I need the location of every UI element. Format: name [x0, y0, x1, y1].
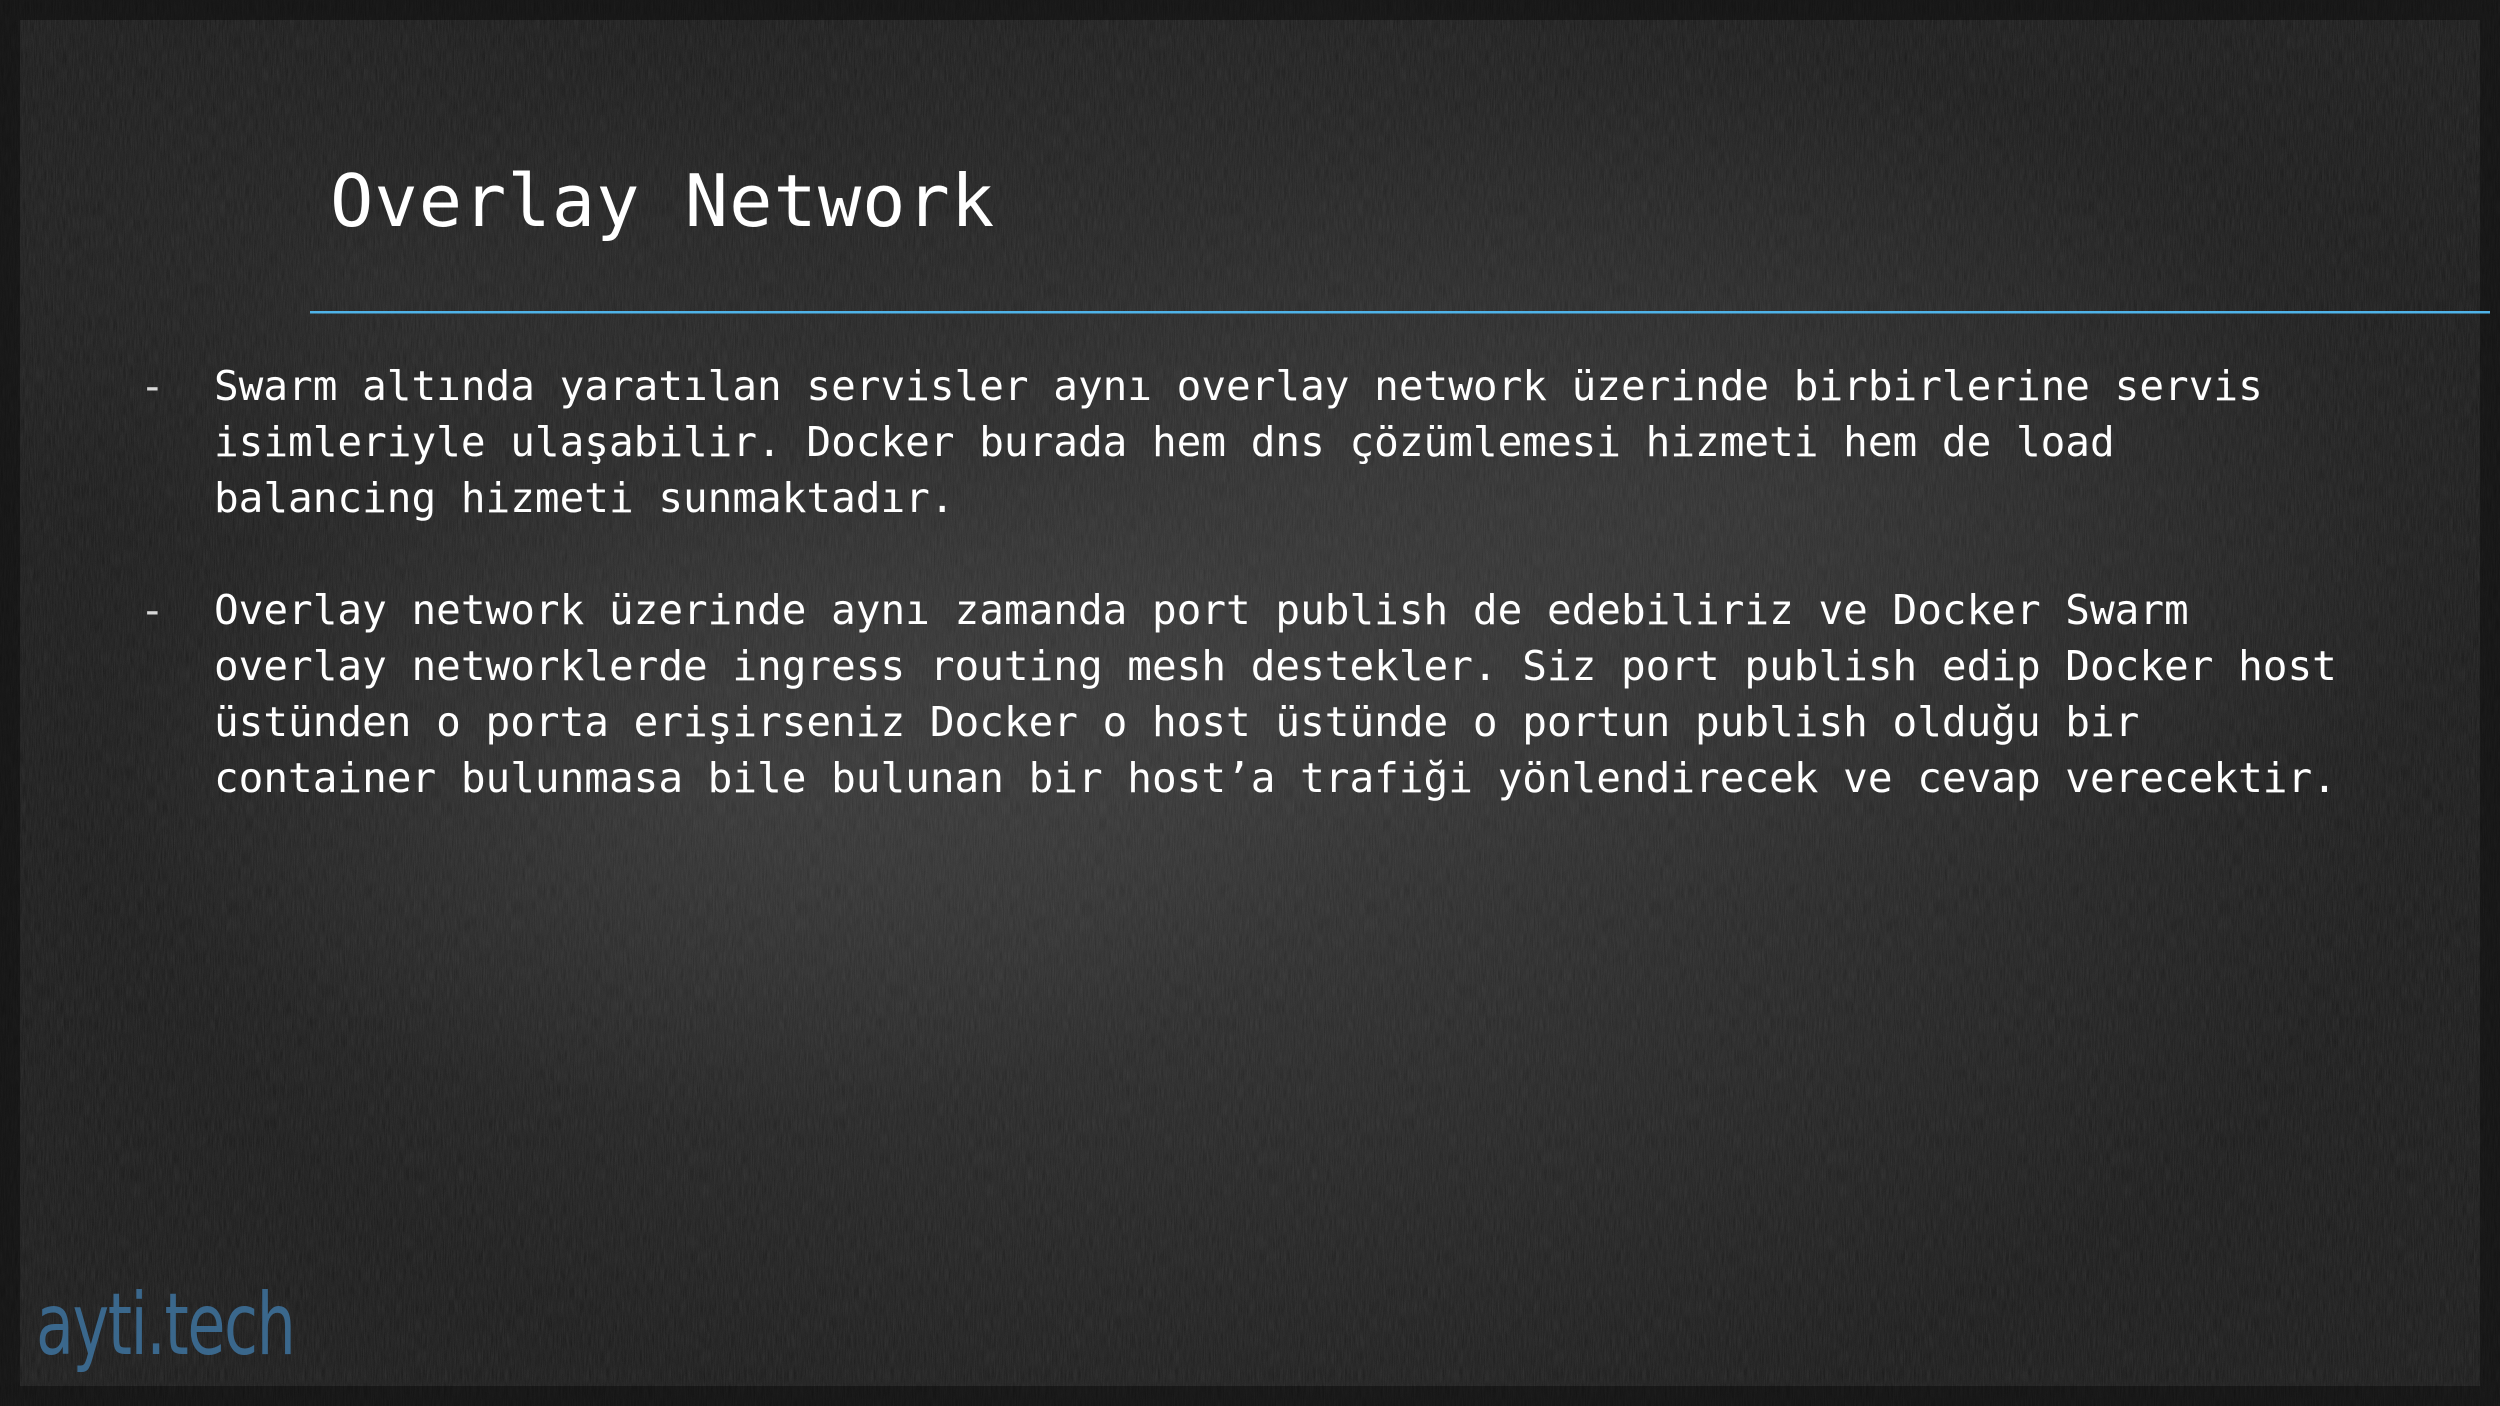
ayti-tech-logo: ayti.tech: [36, 1275, 296, 1375]
bullet-text: Overlay network üzerinde aynı zamanda po…: [214, 586, 2337, 802]
bullet-text: Swarm altında yaratılan servisler aynı o…: [214, 362, 2263, 522]
bullet-list: - Swarm altında yaratılan servisler aynı…: [140, 358, 2360, 862]
title-underline: [310, 306, 2490, 318]
bullet-marker: -: [140, 586, 165, 634]
slide-title: Overlay Network: [330, 159, 996, 243]
bullet-item: - Overlay network üzerinde aynı zamanda …: [140, 582, 2360, 806]
bullet-item: - Swarm altında yaratılan servisler aynı…: [140, 358, 2360, 526]
bullet-marker: -: [140, 362, 165, 410]
